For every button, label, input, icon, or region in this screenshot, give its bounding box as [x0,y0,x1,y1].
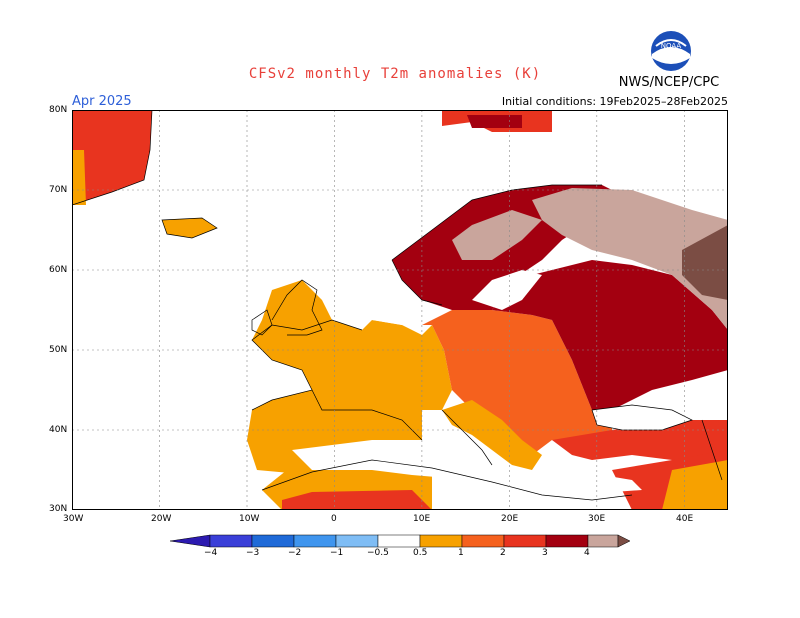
legend-swatch-p3-p4 [545,534,589,548]
legend-swatch-neutral [377,534,421,548]
coast-black-sea [591,404,693,431]
lat-label-40n: 40N [49,425,68,435]
initial-conditions: Initial conditions: 19Feb2025–28Feb2025 [501,95,728,108]
anomaly-iceland [162,218,217,238]
lon-label-10w: 10W [239,514,260,524]
coast-iberia [251,389,423,441]
legend-label-minus3: −3 [246,548,260,558]
lat-label-30n: 30N [49,504,68,514]
sea-areas [272,270,692,495]
coast-north-africa [261,459,633,501]
legend-swatch-m2-m1 [293,534,337,548]
lon-label-30e: 30E [588,514,606,524]
lon-label-0: 0 [331,514,337,524]
anomaly-middle-east-mild [662,460,728,510]
north-sea [352,290,412,325]
map-frame [72,110,728,510]
color-legend [170,534,630,548]
map-title: CFSv2 monthly T2m anomalies (K) [248,66,542,82]
lat-label-80n: 80N [49,105,68,115]
black-sea [592,405,692,430]
anomaly-fill [72,110,728,510]
lon-label-40e: 40E [676,514,694,524]
coast-iceland [161,217,218,239]
legend-label-2: 2 [500,548,506,558]
lon-label-20e: 20E [501,514,519,524]
coast-ireland [251,309,273,336]
legend-swatch-m4-m3 [209,534,253,548]
lat-label-50n: 50N [49,345,68,355]
anomaly-north-africa-warm [282,490,432,510]
legend-swatch-p1-p2 [461,534,505,548]
anomaly-eastern-europe [492,260,728,410]
noaa-logo: NOAA [650,30,692,72]
coast-britain [271,279,323,336]
lat-label-70n: 70N [49,185,68,195]
legend-label-1: 1 [458,548,464,558]
legend-swatch-p4-p5 [587,534,619,548]
gridlines [72,110,728,510]
mediterranean-sea [292,440,642,495]
legend-label-minus2: −2 [288,548,302,558]
coast-scandinavia [391,184,602,261]
legend-label-3: 3 [542,548,548,558]
anomaly-greenland [72,110,152,205]
coast-france [251,319,363,391]
anomaly-western-russia [532,188,728,330]
coast-caspian [701,419,723,481]
coast-greenland [72,110,153,206]
lon-label-30w: 30W [63,514,84,524]
coastlines [72,110,723,501]
legend-label-05: 0.5 [413,548,428,558]
anomaly-northern-scandinavia [452,210,542,260]
organization-label: NWS/NCEP/CPC [618,75,720,90]
lat-label-60n: 60N [49,265,68,275]
legend-swatch-lt-minus4 [170,534,211,548]
legend-label-4: 4 [584,548,590,558]
anomaly-greenland-edge [72,150,86,205]
lon-label-10e: 10E [413,514,431,524]
legend-swatch-m3-m2 [251,534,295,548]
forecast-month: Apr 2025 [72,94,132,109]
anomaly-svalbard-core [467,115,522,128]
anomaly-turkey [552,420,728,470]
anomaly-ural [682,225,728,300]
legend-swatch-m1-m05 [335,534,379,548]
anomaly-balkans [442,400,542,470]
baltic-sea [472,270,542,310]
anomaly-western-europe [247,280,452,475]
logo-text: NOAA [661,42,682,50]
coast-italy [441,409,493,466]
legend-swatch-p2-p3 [503,534,547,548]
anomaly-central-europe [422,310,612,455]
lon-label-20w: 20W [151,514,172,524]
legend-swatch-p05-p1 [419,534,463,548]
anomaly-map [72,110,728,510]
legend-label-minus4: −4 [204,548,218,558]
legend-label-minus1: −1 [330,548,344,558]
legend-swatch-gt-p5 [617,534,630,548]
legend-label-minus05: −0.5 [367,548,389,558]
